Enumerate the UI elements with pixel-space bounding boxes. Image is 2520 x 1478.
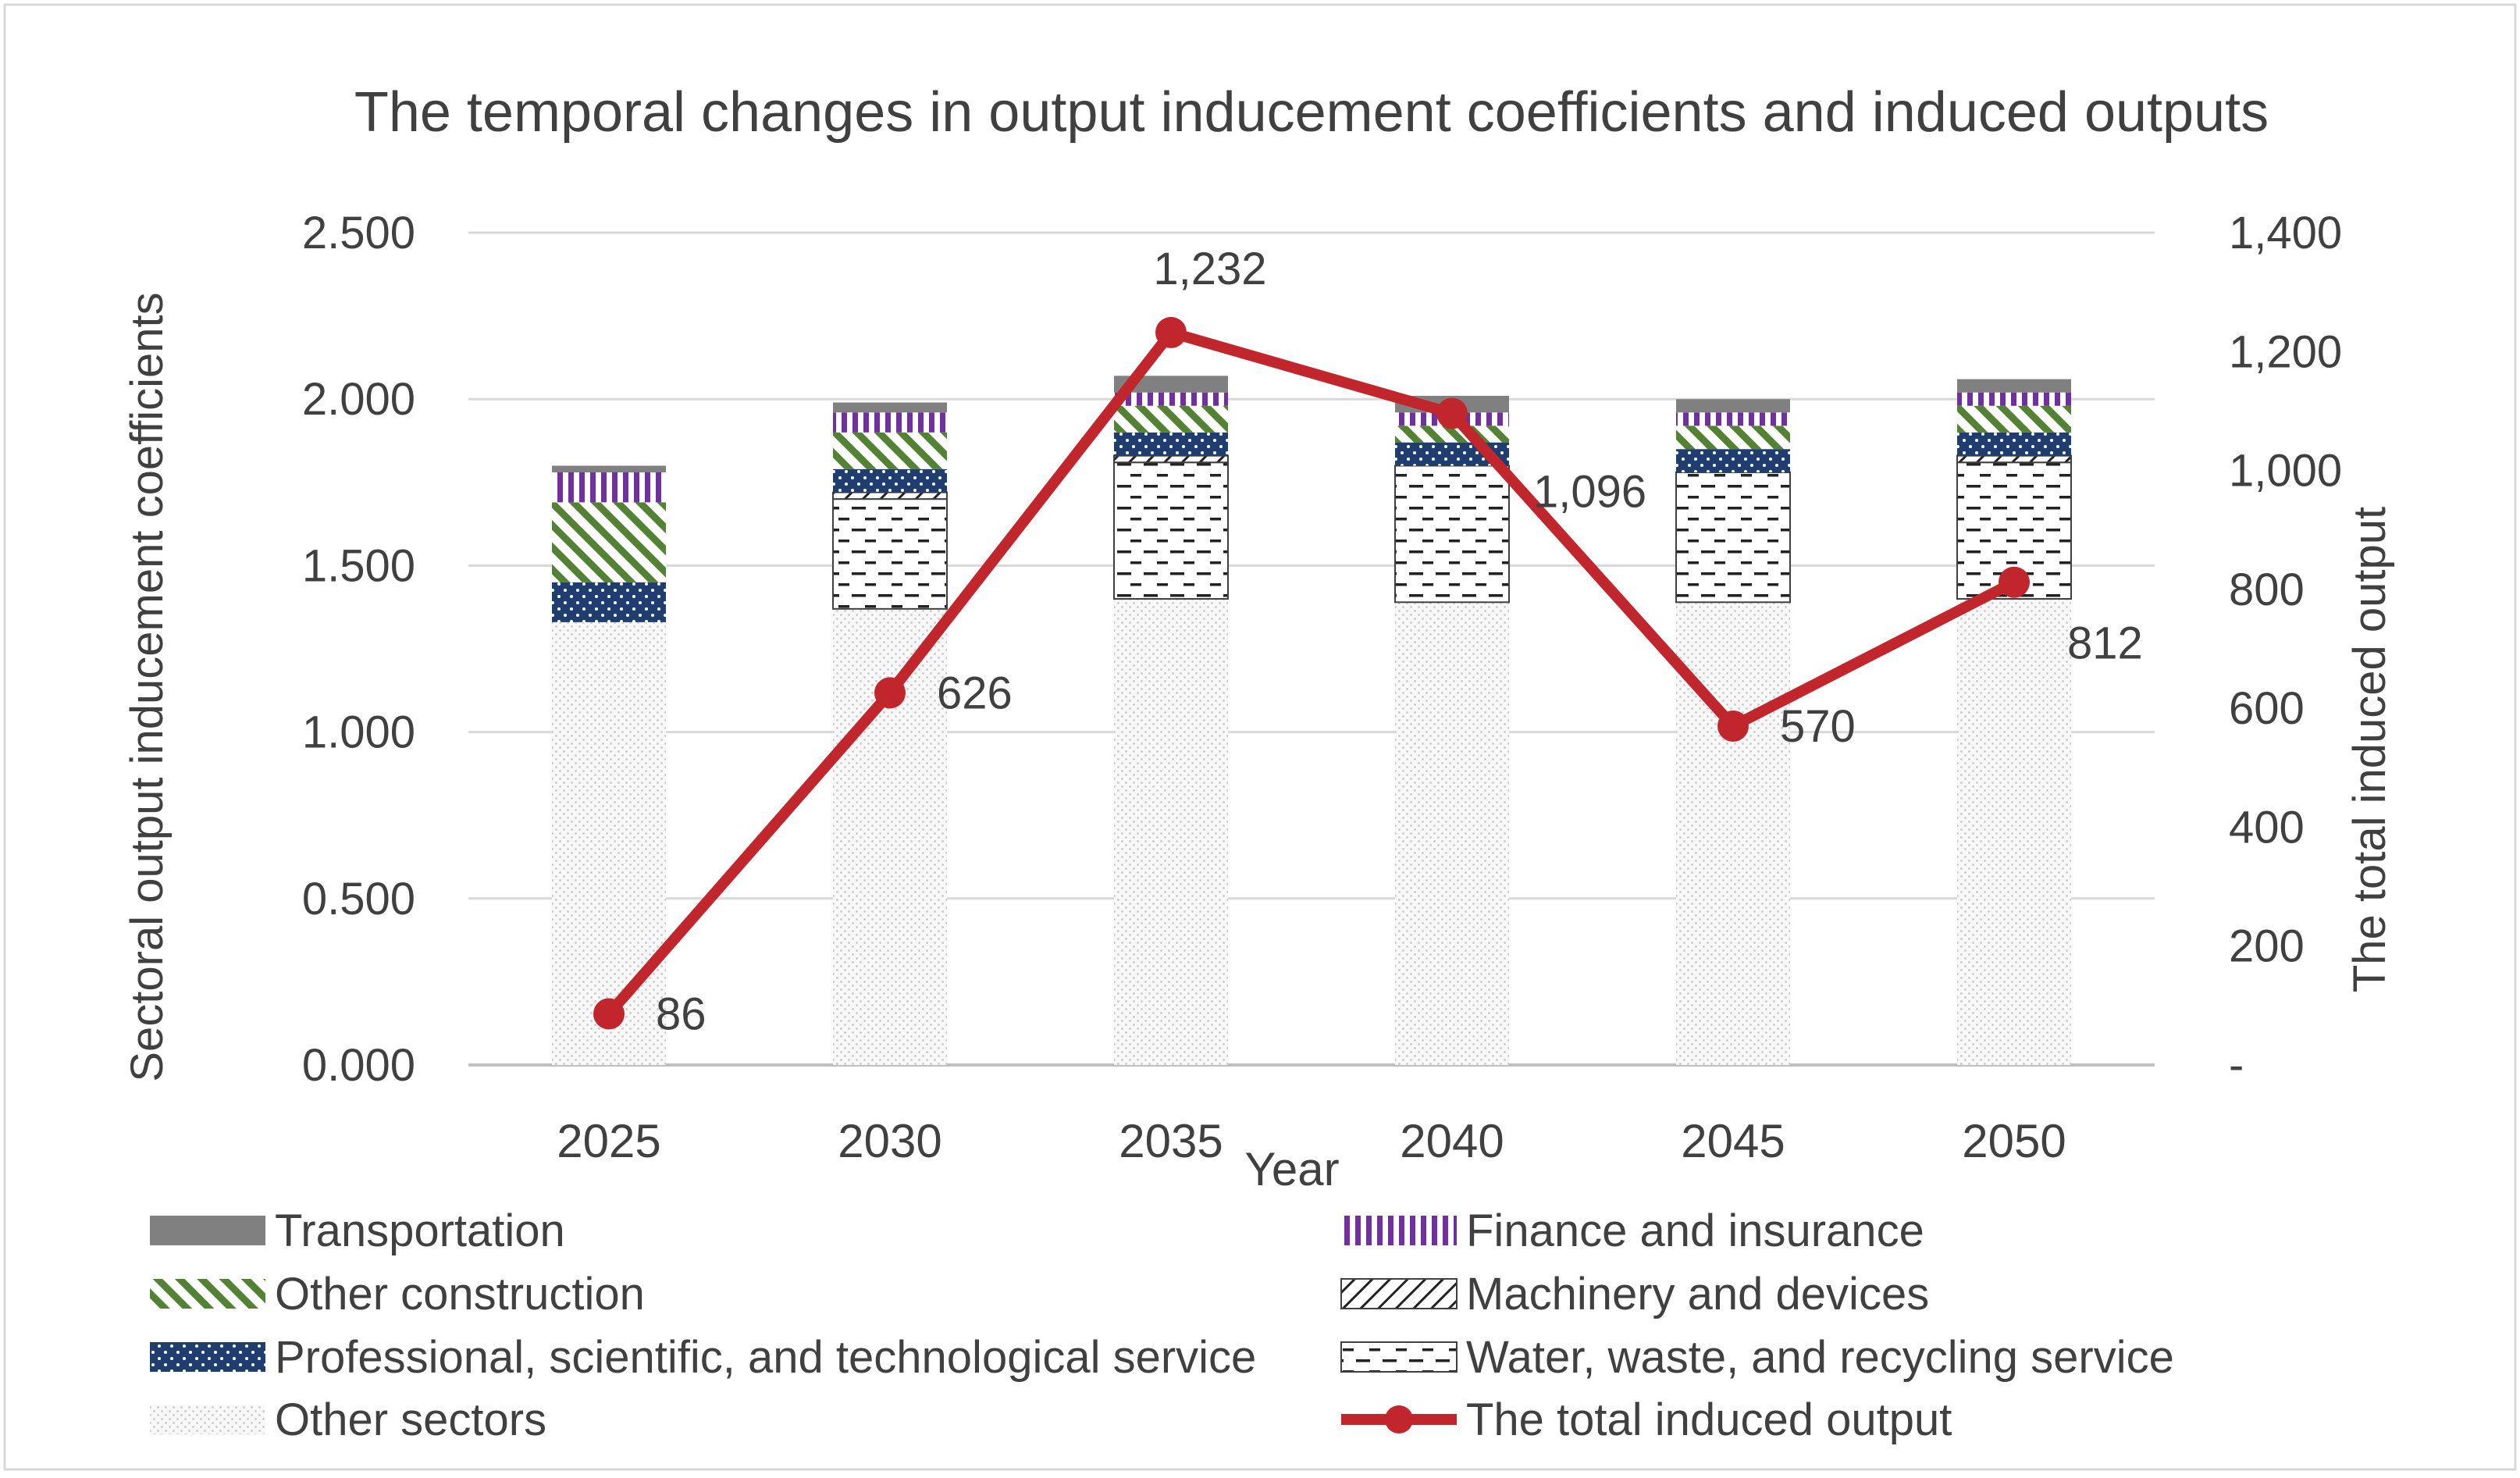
legend-label: Professional, scientific, and technologi… <box>275 1332 1256 1383</box>
bar-segment-water-waste-and-recycling-service <box>1394 465 1510 604</box>
bar-segment-finance-and-insurance <box>1114 392 1228 406</box>
bar-segment-machinery-and-devices <box>832 491 948 500</box>
bar-segment-transportation <box>1114 376 1228 393</box>
induced-output-data-label: 812 <box>2067 618 2143 669</box>
bar-segment-water-waste-and-recycling-service <box>832 498 948 610</box>
x-tick-label: 2025 <box>557 1115 660 1167</box>
y2-tick-label: 1,400 <box>2229 208 2342 258</box>
bar-segment-other-construction <box>833 432 947 469</box>
legend-swatch <box>150 1342 265 1372</box>
bar-segment-professional-scientific-and-technological-service <box>1957 432 2071 456</box>
bar-segment-other-sectors <box>1114 599 1228 1065</box>
bar-segment-professional-scientific-and-technological-service <box>1676 449 1790 473</box>
bar-segment-professional-scientific-and-technological-service <box>552 582 666 622</box>
legend-swatch-induced-output-marker <box>1385 1405 1413 1433</box>
y-tick-label: 1.000 <box>302 707 415 758</box>
bar-segment-water-waste-and-recycling-service <box>1113 461 1229 600</box>
legend-swatch <box>1340 1341 1458 1373</box>
legend-swatch <box>150 1405 265 1434</box>
induced-output-point <box>1717 710 1749 742</box>
induced-output-point <box>593 998 625 1030</box>
legend-label: Machinery and devices <box>1466 1269 1929 1320</box>
y2-tick-label: 1,000 <box>2229 446 2342 497</box>
legend-swatch <box>150 1216 265 1245</box>
y2-axis-label: The total induced output <box>2344 507 2395 992</box>
gridlines <box>468 231 2155 1067</box>
axes: 0.000 0.500 1.000 1.500 2.000 2.500 - 200 400 600… <box>302 208 2342 1167</box>
bar-segment-transportation <box>833 402 947 413</box>
y2-tick-label: 200 <box>2229 921 2305 972</box>
y2-tick-label: 800 <box>2229 564 2305 615</box>
bar-segment-professional-scientific-and-technological-service <box>833 468 947 493</box>
induced-output-line: 86 626 1,232 1,096 570 812 <box>593 244 2143 1040</box>
chart-frame <box>3 3 2517 1471</box>
bar-segment-other-construction <box>1114 405 1228 433</box>
legend: Transportation Finance and insurance Other… <box>150 1206 2174 1445</box>
legend-swatch <box>1341 1216 1457 1245</box>
legend-label: Transportation <box>275 1206 565 1256</box>
y2-tick-label: - <box>2229 1040 2244 1091</box>
legend-swatch <box>150 1279 265 1309</box>
legend-label: Other sectors <box>275 1394 546 1445</box>
bar-segment-professional-scientific-and-technological-service <box>1114 432 1228 456</box>
induced-output-polyline <box>604 326 2017 1018</box>
induced-output-data-label: 570 <box>1780 701 1856 752</box>
induced-output-point <box>874 677 906 709</box>
bar-segment-finance-and-insurance <box>833 412 947 433</box>
induced-output-data-label: 1,096 <box>1533 466 1646 517</box>
bar-segment-other-sectors <box>1957 599 2071 1065</box>
induced-output-data-label: 86 <box>656 989 707 1040</box>
bar-segment-transportation <box>1676 399 1790 413</box>
y-axis-label: Sectoral output inducement coefficients <box>122 292 173 1081</box>
bar-segment-transportation <box>1957 379 2071 393</box>
bar-segment-finance-and-insurance <box>552 472 666 503</box>
bar-segment-other-sectors <box>1676 602 1790 1065</box>
y2-tick-label: 600 <box>2229 683 2305 734</box>
legend-label: Water, waste, and recycling service <box>1466 1332 2174 1383</box>
bar-segment-other-construction <box>1676 426 1790 450</box>
x-tick-label: 2050 <box>1962 1115 2066 1167</box>
legend-label: The total induced output <box>1466 1394 1952 1445</box>
y-tick-label: 0.000 <box>302 1040 415 1091</box>
bar-segment-machinery-and-devices <box>1113 454 1229 464</box>
x-tick-label: 2045 <box>1681 1115 1785 1167</box>
y-tick-label: 0.500 <box>302 874 415 924</box>
bar-segment-machinery-and-devices <box>1956 454 2072 464</box>
legend-label: Finance and insurance <box>1466 1206 1924 1256</box>
bar-segment-other-sectors <box>552 621 666 1065</box>
legend-label: Other construction <box>275 1269 645 1320</box>
bar-segment-other-sectors <box>1395 602 1509 1065</box>
induced-output-point <box>1999 566 2030 598</box>
x-tick-label: 2030 <box>838 1115 941 1167</box>
x-tick-label: 2040 <box>1400 1115 1504 1167</box>
induced-output-point <box>1155 316 1187 348</box>
legend-swatch <box>1340 1278 1458 1309</box>
y2-tick-label: 1,200 <box>2229 326 2342 377</box>
y2-tick-label: 400 <box>2229 802 2305 853</box>
chart-title: The temporal changes in output inducemen… <box>354 81 2269 144</box>
induced-output-data-label: 626 <box>937 668 1013 718</box>
bar-segment-finance-and-insurance <box>1957 392 2071 406</box>
bar-segment-water-waste-and-recycling-service <box>1675 472 1791 604</box>
y-tick-label: 2.000 <box>302 374 415 425</box>
bar-segment-other-construction <box>1957 405 2071 433</box>
x-axis-label: Year <box>1244 1143 1339 1195</box>
bar-segment-transportation <box>552 465 666 473</box>
induced-output-data-label: 1,232 <box>1153 244 1266 294</box>
induced-output-point <box>1436 397 1468 429</box>
bar-segment-finance-and-insurance <box>1676 412 1790 426</box>
bar-segment-other-construction <box>552 502 666 582</box>
x-tick-label: 2035 <box>1119 1115 1223 1167</box>
y-tick-label: 1.500 <box>302 540 415 591</box>
y-tick-label: 2.500 <box>302 208 415 258</box>
